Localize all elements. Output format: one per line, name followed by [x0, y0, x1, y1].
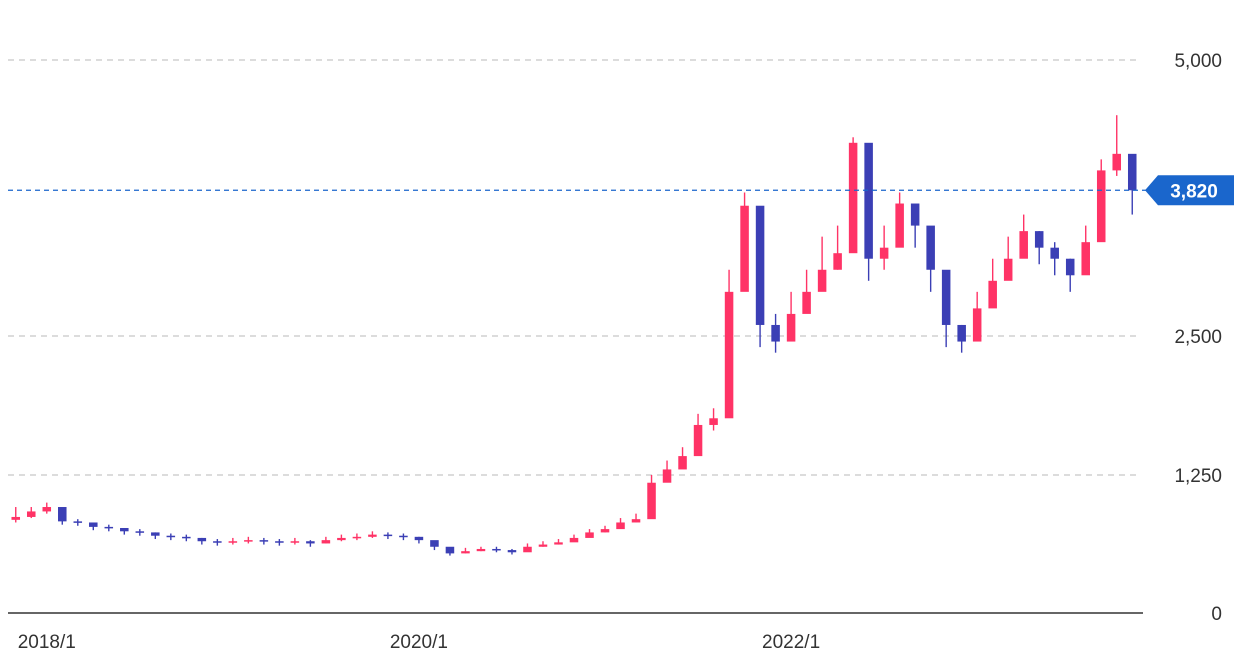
candle-body [647, 482, 656, 520]
candle-body [941, 269, 951, 325]
candle-body [554, 542, 563, 545]
candle-body [600, 529, 610, 533]
candle-body [104, 526, 114, 529]
y-tick-label: 0 [1211, 604, 1222, 625]
axis-layer: 5,000 2,500 1,250 0 2018/1 2020/1 2022/1 [8, 51, 1222, 653]
candle-body [848, 142, 858, 254]
candle-body [290, 541, 300, 543]
candle-body [724, 291, 734, 419]
candle-body [817, 269, 827, 292]
candle-body [383, 534, 393, 537]
candle-body [89, 522, 98, 527]
candle-body [833, 253, 842, 270]
candle-body [244, 540, 253, 542]
candle-body [957, 324, 966, 342]
candle-body [755, 205, 765, 325]
candle-body [1112, 153, 1122, 171]
y-tick-label: 5,000 [1174, 51, 1222, 72]
candle-body [1034, 231, 1044, 248]
candle-body [182, 536, 191, 539]
candle-body [1050, 247, 1059, 259]
candle-body [786, 313, 796, 342]
candle-body [58, 507, 67, 522]
candle-body [879, 247, 889, 259]
candle-body [11, 516, 21, 520]
candle-body [616, 522, 625, 530]
candle-body [414, 536, 424, 541]
candle-body [461, 551, 470, 554]
x-tick-label: 2020/1 [390, 632, 448, 653]
candle-body [445, 546, 455, 554]
candle-body [895, 203, 904, 248]
candle-body [1081, 242, 1090, 276]
candle-body [430, 540, 439, 547]
candle-body [693, 424, 703, 457]
candle-body [213, 541, 222, 543]
candle-body [1096, 170, 1106, 243]
candle-body [585, 532, 594, 538]
candle-body [1127, 153, 1137, 191]
candle-body [73, 521, 83, 523]
grid-layer [8, 59, 1140, 476]
y-tick-label: 2,500 [1174, 327, 1222, 348]
candle-body [864, 142, 873, 259]
candle-body [26, 511, 36, 517]
candle-body [771, 324, 780, 342]
candle-body [399, 535, 408, 538]
candle-body [259, 540, 269, 542]
candle-body [476, 548, 486, 552]
candle-body [352, 536, 362, 539]
candle-body [569, 537, 579, 543]
candle-body [1003, 258, 1013, 281]
candle-body [662, 469, 672, 483]
candle-body [120, 527, 129, 532]
candle-body [972, 308, 982, 342]
candle-body [306, 541, 315, 544]
x-tick-label: 2018/1 [18, 632, 76, 653]
current-price-label: 3,820 [1170, 181, 1218, 202]
candle-body [988, 280, 997, 309]
candle-body [321, 540, 331, 544]
candle-body [910, 203, 920, 226]
candle-body [523, 546, 532, 553]
candle-layer [11, 115, 1137, 556]
candle-body [926, 225, 935, 270]
candle-body [135, 531, 145, 533]
candle-body [197, 537, 207, 542]
candle-body [275, 541, 284, 543]
candle-body [678, 456, 687, 470]
candle-body [42, 507, 52, 512]
candle-body [740, 205, 749, 292]
candle-body [631, 519, 641, 523]
x-tick-label: 2022/1 [762, 632, 820, 653]
candle-body [1019, 231, 1028, 259]
price-marker-layer: 3,820 [8, 175, 1234, 206]
candle-body [507, 550, 517, 553]
candle-body [709, 418, 718, 425]
candle-body [166, 535, 176, 538]
candle-body [228, 541, 238, 543]
candle-body [538, 544, 548, 547]
candle-body [1065, 258, 1075, 276]
candle-body [368, 534, 377, 537]
candle-body [151, 532, 160, 536]
current-price-tag [1145, 175, 1234, 206]
candle-body [802, 291, 811, 314]
y-tick-label: 1,250 [1174, 466, 1222, 487]
candle-body [492, 548, 501, 551]
candle-body [337, 537, 346, 541]
